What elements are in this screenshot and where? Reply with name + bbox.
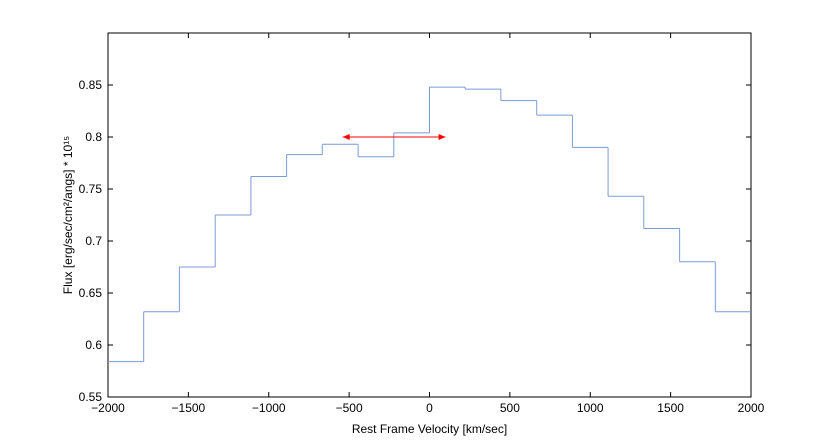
- x-tick-label: −2000: [91, 401, 125, 415]
- y-axis-label: Flux [erg/sec/cm²/angs] * 10¹⁵: [61, 136, 75, 294]
- x-tick-label: 0: [426, 401, 433, 415]
- arrow-head: [342, 134, 350, 140]
- y-tick-label: 0.65: [79, 286, 103, 300]
- y-tick-label: 0.8: [85, 130, 102, 144]
- y-tick-label: 0.55: [79, 390, 103, 404]
- y-tick-label: 0.6: [85, 338, 102, 352]
- arrow-head: [438, 134, 446, 140]
- y-tick-label: 0.85: [79, 78, 103, 92]
- x-tick-label: −500: [336, 401, 363, 415]
- y-tick-label: 0.75: [79, 182, 103, 196]
- x-tick-label: 1500: [657, 401, 684, 415]
- x-tick-label: −1000: [252, 401, 286, 415]
- x-tick-label: 2000: [738, 401, 765, 415]
- x-tick-label: 500: [500, 401, 520, 415]
- x-tick-label: 1000: [577, 401, 604, 415]
- y-tick-label: 0.7: [85, 234, 102, 248]
- x-axis-label: Rest Frame Velocity [km/sec]: [352, 422, 507, 436]
- x-tick-label: −1500: [172, 401, 206, 415]
